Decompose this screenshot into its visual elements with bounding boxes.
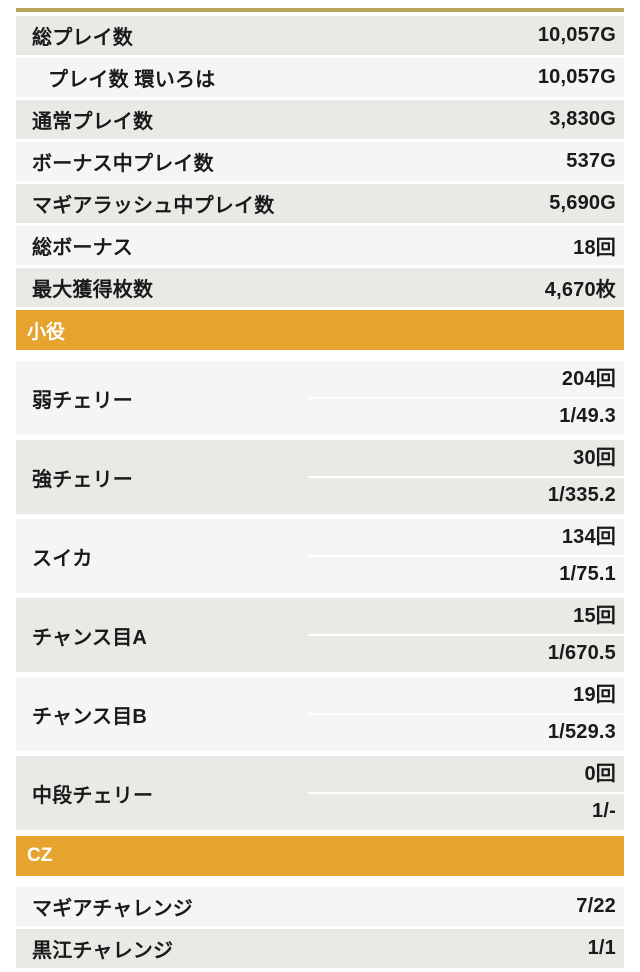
row-divider [307, 634, 624, 636]
koyaku-rate: 1/- [592, 800, 616, 822]
section-header-koyaku: 小役 [16, 310, 624, 350]
koyaku-label: 弱チェリー [32, 389, 133, 412]
koyaku-rate: 1/670.5 [547, 642, 616, 664]
section-header-cz: CZ [16, 836, 624, 876]
stat-label: ボーナス中プレイ数 [32, 153, 214, 175]
stat-row-normal-play: 通常プレイ数 3,830G [16, 100, 624, 139]
cz-value: 7/22 [576, 895, 616, 917]
stat-value: 18回 [573, 237, 616, 259]
stat-label: プレイ数 環いろは [48, 69, 216, 91]
koyaku-label: チャンス目A [32, 626, 148, 649]
stat-row-total-bonus: 総ボーナス 18回 [16, 226, 624, 265]
koyaku-row-chance-a: チャンス目A 15回 1/670.5 [16, 598, 624, 672]
stat-row-magia-rush-play: マギアラッシュ中プレイ数 5,690G [16, 184, 624, 223]
stat-row-max-payout: 最大獲得枚数 4,670枚 [16, 268, 624, 307]
stat-label: 最大獲得枚数 [32, 279, 154, 301]
koyaku-count: 15回 [573, 605, 616, 627]
koyaku-row-weak-cherry: 弱チェリー 204回 1/49.3 [16, 361, 624, 435]
koyaku-label: チャンス目B [32, 705, 148, 728]
stat-value: 537G [566, 150, 616, 172]
stat-value: 3,830G [549, 108, 616, 130]
row-divider [307, 555, 624, 557]
stat-row-play-tamaki-iroha: プレイ数 環いろは 10,057G [16, 58, 624, 97]
koyaku-count: 134回 [561, 526, 616, 548]
cz-label: マギアチャレンジ [32, 898, 193, 920]
stat-row-total-play: 総プレイ数 10,057G [16, 16, 624, 55]
stat-value: 10,057G [537, 24, 616, 46]
koyaku-count: 204回 [561, 368, 616, 390]
stat-label: 通常プレイ数 [32, 111, 154, 133]
koyaku-rate: 1/335.2 [547, 484, 616, 506]
koyaku-rate: 1/49.3 [559, 405, 616, 427]
stat-label: 総プレイ数 [32, 27, 133, 49]
koyaku-label: 強チェリー [32, 468, 133, 491]
row-divider [307, 397, 624, 399]
cz-label: 黒江チャレンジ [32, 940, 174, 962]
row-divider [307, 713, 624, 715]
stat-value: 10,057G [537, 66, 616, 88]
koyaku-rate: 1/529.3 [547, 721, 616, 743]
top-divider [16, 8, 624, 12]
stat-value: 5,690G [549, 192, 616, 214]
koyaku-count: 19回 [573, 684, 616, 706]
koyaku-row-chance-b: チャンス目B 19回 1/529.3 [16, 677, 624, 751]
koyaku-rate: 1/75.1 [559, 563, 616, 585]
koyaku-label: 中段チェリー [32, 784, 154, 807]
cz-value: 1/1 [587, 937, 616, 959]
stat-value: 4,670枚 [544, 279, 616, 301]
koyaku-row-suika: スイカ 134回 1/75.1 [16, 519, 624, 593]
stat-row-bonus-play: ボーナス中プレイ数 537G [16, 142, 624, 181]
koyaku-row-strong-cherry: 強チェリー 30回 1/335.2 [16, 440, 624, 514]
koyaku-label: スイカ [32, 547, 93, 570]
row-divider [307, 476, 624, 478]
cz-row-kuroe-challenge: 黒江チャレンジ 1/1 [16, 929, 624, 968]
row-divider [307, 792, 624, 794]
cz-row-magia-challenge: マギアチャレンジ 7/22 [16, 887, 624, 926]
koyaku-count: 0回 [584, 763, 616, 785]
koyaku-row-middle-cherry: 中段チェリー 0回 1/- [16, 756, 624, 830]
stat-label: 総ボーナス [32, 237, 133, 259]
koyaku-count: 30回 [573, 447, 616, 469]
stat-label: マギアラッシュ中プレイ数 [32, 195, 275, 217]
